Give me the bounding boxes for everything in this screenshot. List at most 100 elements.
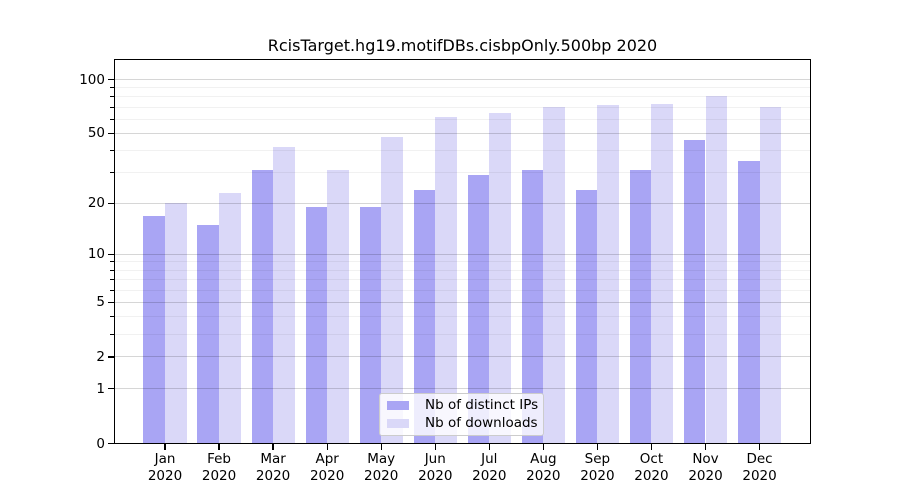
y-axis-minor-tick	[110, 316, 114, 318]
x-tick-year: 2020	[255, 468, 291, 484]
x-tick-month: Aug	[530, 451, 557, 467]
x-tick-year: 2020	[147, 468, 183, 484]
y-axis-tick	[107, 356, 114, 358]
y-tick-label: 0	[96, 435, 105, 452]
y-axis-minor-tick	[110, 289, 114, 291]
bar-nb-of-downloads-may-2020	[381, 136, 403, 444]
bar-nb-of-distinct-ips-jun-2020	[413, 189, 436, 444]
bar-nb-of-distinct-ips-sep-2020	[575, 189, 598, 444]
y-axis-tick	[107, 202, 114, 205]
y-tick-label: 1	[96, 380, 105, 397]
x-tick-label-aug-2020: Aug 2020	[515, 451, 571, 485]
bar-nb-of-downloads-feb-2020	[219, 192, 241, 444]
ygrid-major-line	[114, 79, 811, 80]
bar-nb-of-distinct-ips-may-2020	[359, 207, 382, 444]
x-axis-tick	[488, 443, 490, 450]
y-tick-label: 5	[96, 294, 105, 311]
y-tick-label: 20	[87, 195, 105, 212]
x-axis-tick	[272, 443, 274, 450]
y-tick-label: 10	[87, 246, 105, 263]
x-tick-month: Jun	[424, 451, 446, 467]
bar-nb-of-downloads-aug-2020	[543, 107, 565, 444]
y-axis-minor-tick	[110, 333, 114, 335]
x-axis-tick	[596, 443, 599, 450]
x-tick-label-feb-2020: Feb 2020	[191, 451, 247, 485]
x-tick-month: Dec	[746, 451, 773, 467]
y-tick-label: 100	[79, 71, 105, 88]
chart-title: RcisTarget.hg19.motifDBs.cisbpOnly.500bp…	[267, 36, 658, 55]
x-tick-month: Feb	[207, 451, 231, 467]
x-tick-label-nov-2020: Nov 2020	[678, 451, 734, 485]
x-tick-month: Sep	[584, 451, 611, 467]
legend-label-downloads: Nb of downloads	[425, 415, 538, 431]
x-tick-label-jan-2020: Jan 2020	[137, 451, 193, 485]
x-tick-label-dec-2020: Dec 2020	[732, 451, 788, 485]
x-tick-month: Jan	[154, 451, 176, 467]
x-tick-label-may-2020: May 2020	[353, 451, 409, 485]
legend: Nb of distinct IPs Nb of downloads	[379, 393, 544, 436]
bar-nb-of-downloads-jul-2020	[489, 113, 511, 444]
y-axis-tick	[107, 78, 114, 81]
x-axis-tick	[326, 443, 328, 450]
legend-entry-distinct-ips: Nb of distinct IPs	[387, 397, 539, 414]
x-tick-year: 2020	[526, 468, 561, 484]
y-tick-label: 2	[96, 348, 105, 365]
legend-label-distinct-ips: Nb of distinct IPs	[425, 397, 539, 413]
bar-nb-of-downloads-apr-2020	[327, 170, 349, 444]
bar-nb-of-downloads-jun-2020	[435, 116, 457, 444]
x-tick-label-mar-2020: Mar 2020	[245, 451, 301, 485]
x-axis-tick	[758, 443, 761, 450]
x-axis-tick	[380, 443, 382, 450]
x-tick-label-apr-2020: Apr 2020	[299, 451, 355, 485]
y-axis-minor-tick	[110, 172, 114, 174]
x-tick-month: Apr	[315, 451, 339, 467]
legend-swatch-distinct-ips	[387, 401, 409, 410]
legend-swatch-downloads	[387, 419, 409, 428]
bar-nb-of-downloads-mar-2020	[273, 146, 295, 444]
x-axis-tick	[434, 443, 436, 450]
x-tick-label-jul-2020: Jul 2020	[461, 451, 517, 485]
bar-nb-of-distinct-ips-jul-2020	[467, 175, 490, 444]
y-axis-tick	[107, 253, 114, 256]
y-axis-tick	[107, 132, 114, 135]
x-tick-year: 2020	[634, 468, 669, 484]
y-axis-minor-tick	[110, 150, 114, 152]
bar-nb-of-distinct-ips-apr-2020	[305, 207, 328, 444]
x-tick-year: 2020	[364, 468, 399, 484]
bar-nb-of-downloads-nov-2020	[705, 95, 728, 444]
x-tick-year: 2020	[418, 468, 453, 484]
x-tick-label-jun-2020: Jun 2020	[407, 451, 463, 485]
x-tick-year: 2020	[742, 468, 777, 484]
x-tick-label-oct-2020: Oct 2020	[623, 451, 679, 485]
bar-nb-of-distinct-ips-mar-2020	[251, 170, 274, 444]
x-axis-tick	[218, 443, 220, 450]
y-axis-minor-tick	[110, 96, 114, 98]
x-tick-year: 2020	[201, 468, 237, 484]
y-axis-tick	[107, 301, 114, 303]
x-axis-tick	[542, 443, 544, 450]
x-tick-label-sep-2020: Sep 2020	[569, 451, 625, 485]
x-tick-month: Mar	[260, 451, 286, 467]
bar-nb-of-downloads-jan-2020	[165, 203, 187, 444]
bar-nb-of-downloads-sep-2020	[597, 105, 619, 444]
x-axis-tick	[164, 443, 166, 450]
x-tick-year: 2020	[688, 468, 723, 484]
bar-nb-of-distinct-ips-aug-2020	[521, 170, 544, 444]
x-tick-year: 2020	[580, 468, 615, 484]
x-tick-month: Oct	[639, 451, 664, 467]
legend-entry-downloads: Nb of downloads	[387, 415, 538, 432]
x-tick-year: 2020	[309, 468, 345, 484]
x-tick-month: May	[367, 451, 396, 467]
bar-nb-of-downloads-dec-2020	[759, 107, 782, 444]
bar-nb-of-downloads-oct-2020	[651, 104, 674, 444]
x-tick-month: Jul	[481, 451, 498, 467]
y-axis-minor-tick	[110, 106, 114, 108]
y-axis-minor-tick	[110, 87, 114, 89]
y-axis-minor-tick	[110, 261, 114, 263]
x-tick-year: 2020	[472, 468, 507, 484]
x-axis-tick	[704, 443, 707, 450]
x-tick-month: Nov	[692, 451, 719, 467]
bar-nb-of-distinct-ips-oct-2020	[629, 170, 652, 444]
y-axis-minor-tick	[110, 118, 114, 120]
